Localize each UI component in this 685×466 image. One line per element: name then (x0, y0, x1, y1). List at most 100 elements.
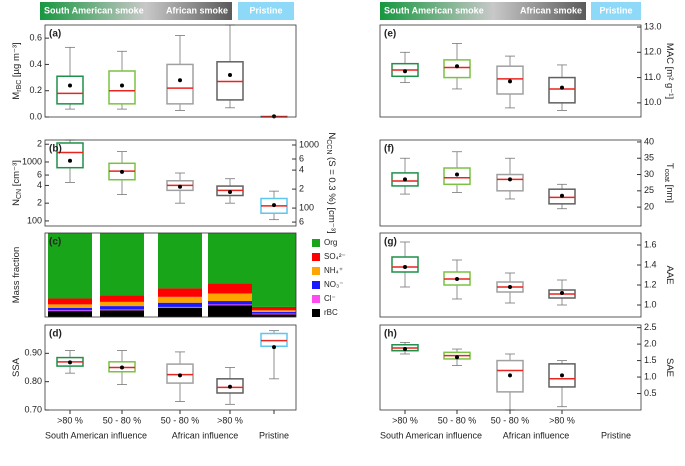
group-label: African influence (503, 430, 570, 440)
axis-label-part: Mass fraction (11, 247, 22, 304)
bar-segment (252, 311, 296, 314)
axis-label-part: [cm⁻³] (11, 160, 22, 189)
y-tick-label: 2 (37, 139, 42, 149)
y-tick-label: 13.0 (644, 21, 662, 31)
axis-label-part: T (664, 163, 675, 169)
axis-label-part: SAE (664, 358, 675, 377)
y-tick-label: 2.5 (644, 322, 657, 332)
x-tick-label: >80 % (392, 415, 418, 425)
y-tick-label: 0.2 (29, 85, 42, 95)
header-text: South American smoke (44, 5, 144, 15)
plot-frame (379, 139, 642, 227)
group-label: Pristine (601, 430, 631, 440)
bar-segment (208, 301, 252, 305)
bar-segment (208, 305, 252, 317)
legend-swatch (312, 295, 320, 303)
axis-label-part: [µg m⁻³] (11, 42, 22, 79)
legend-label: NO₃⁻ (324, 280, 343, 289)
bar-segment (208, 233, 252, 284)
mean (178, 373, 182, 378)
mean (272, 345, 276, 350)
box-plot (443, 348, 471, 366)
header-text: South American smoke (384, 5, 484, 15)
axis-label-part: (S = 0.3 %) [cm⁻³] (326, 154, 337, 233)
y-tick-label: 1000 (22, 156, 42, 166)
plot-frame (44, 232, 297, 318)
bar-segment (100, 310, 144, 317)
header-bar (238, 2, 294, 20)
bar-segment (158, 307, 202, 317)
mean (68, 360, 72, 365)
box-plot (56, 46, 84, 110)
mean (403, 265, 407, 269)
panel-label: (e) (384, 29, 396, 40)
bar-segment (158, 306, 202, 308)
mean (68, 158, 72, 163)
axis-label: MAC [m² g⁻¹] (664, 43, 675, 99)
axis-label-part: [nm] (664, 182, 675, 203)
panel-label: (d) (49, 329, 62, 340)
box-plot (108, 50, 136, 110)
bar-segment (208, 304, 252, 306)
axis-label: AAE (664, 265, 675, 284)
header-text: Pristine (599, 5, 632, 15)
box-plot (108, 350, 136, 385)
header-text: African smoke (520, 5, 582, 15)
plot-frame (44, 324, 297, 411)
bar-segment (252, 313, 296, 315)
box-plot (391, 157, 419, 195)
bar-segment (48, 298, 92, 305)
y-tick-label: 10.0 (644, 97, 662, 107)
axis-label-part: AAE (664, 265, 675, 284)
bar-segment (100, 309, 144, 311)
mean (560, 291, 564, 295)
box-plot (496, 55, 524, 109)
mean (455, 64, 459, 69)
legend-swatch (312, 253, 320, 261)
legend-label: SO₄²⁻ (324, 252, 346, 261)
bar-segment (48, 233, 92, 299)
box-plot (166, 351, 194, 402)
mean (68, 83, 72, 88)
y-tick-label: 0.80 (24, 376, 42, 386)
bar-segment (100, 233, 144, 296)
y-tick-label: 40 (644, 136, 654, 146)
y-tick-label: 6 (37, 169, 42, 179)
axis-label-part: CN (16, 189, 23, 199)
box-plot (548, 360, 576, 408)
bar-segment (208, 293, 252, 302)
y-tick-label: 0.5 (644, 388, 657, 398)
mean (228, 189, 232, 194)
plot-frame (379, 232, 642, 318)
axis-label-part: coat (663, 169, 670, 182)
y-tick-label: 2.0 (644, 338, 657, 348)
x-tick-label: >80 % (57, 415, 83, 425)
mean (403, 347, 407, 352)
y-tick-label: 0.0 (29, 111, 42, 121)
bar-segment (208, 283, 252, 294)
x-tick-label: >80 % (549, 415, 575, 425)
group-label: Pristine (259, 430, 289, 440)
mean (455, 355, 459, 360)
mean (560, 85, 564, 90)
bar-segment (158, 288, 202, 297)
mean (508, 285, 512, 289)
axis-label-part: SSA (11, 357, 22, 377)
bar-segment (252, 314, 296, 317)
mean (403, 69, 407, 74)
y-tick-label: 2 (299, 183, 304, 193)
y-tick-label: 30 (644, 169, 654, 179)
axis-label-part: N (11, 199, 22, 206)
bar-segment (48, 307, 92, 311)
bar-segment (100, 295, 144, 302)
axis-label: NCCN (S = 0.3 %) [cm⁻³] (325, 132, 338, 233)
axis-label: NCN [cm⁻³] (11, 160, 24, 206)
box-plot (216, 178, 244, 204)
axis-label-part: N (326, 132, 337, 139)
y-tick-label: 12.0 (644, 47, 662, 57)
box-plot (216, 367, 244, 405)
y-tick-label: 1.0 (644, 299, 657, 309)
axis-label: SSA (11, 357, 22, 377)
y-tick-label: 1000 (299, 139, 319, 149)
